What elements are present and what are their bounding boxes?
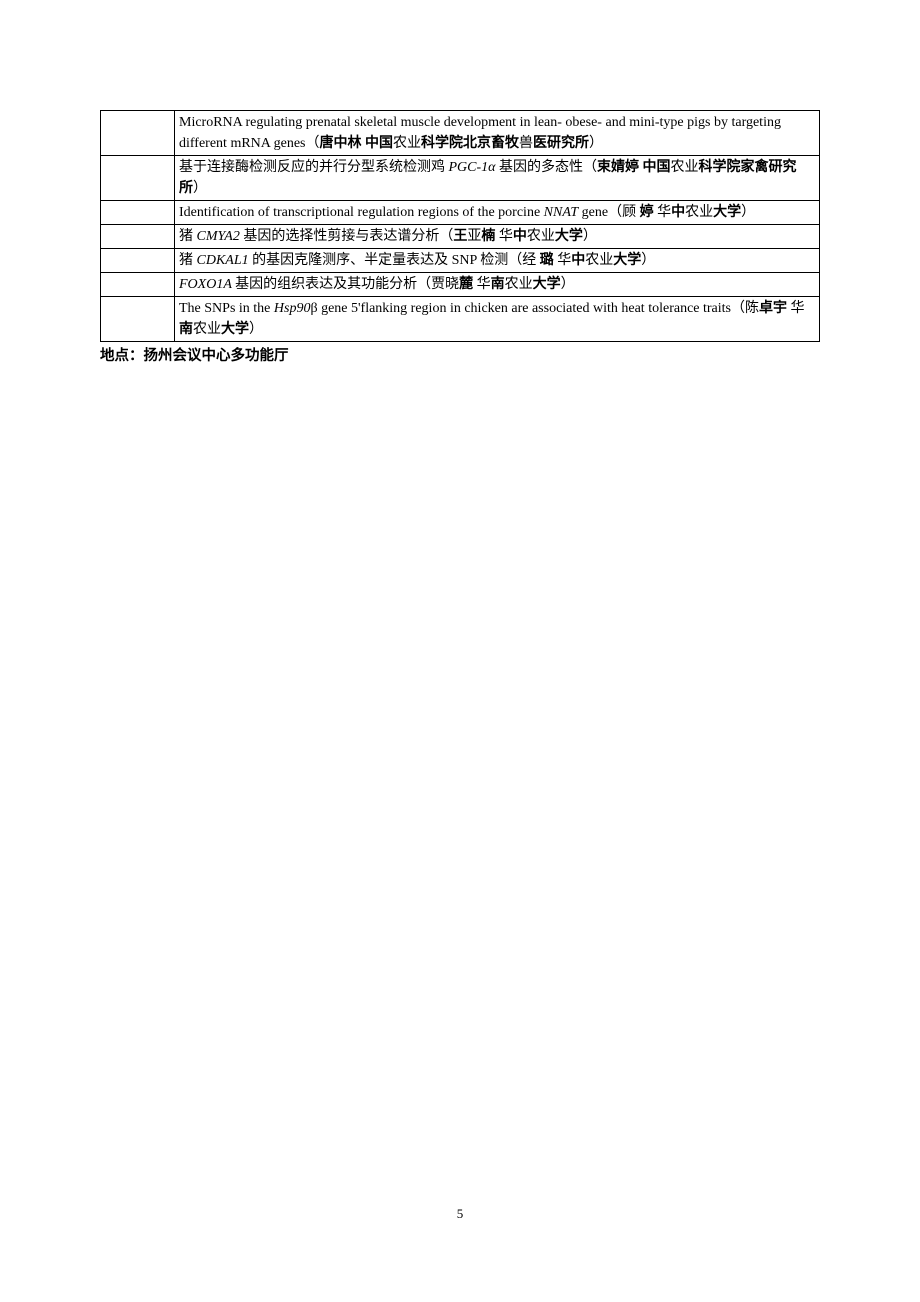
table-row: 猪 CMYA2 基因的选择性剪接与表达谱分析（王亚楠 华中农业大学） [101, 225, 820, 249]
text-fragment: 农业 [527, 229, 555, 244]
text-fragment: 婷 [640, 205, 654, 220]
text-fragment: 兽 [519, 136, 533, 151]
table-cell-content: FOXO1A 基因的组织表达及其功能分析（贾晓麓 华南农业大学） [175, 273, 820, 297]
table-row: 猪 CDKAL1 的基因克隆测序、半定量表达及 SNP 检测（经 璐 华中农业大… [101, 249, 820, 273]
text-fragment: 亚 [467, 229, 481, 244]
table-row: Identification of transcriptional regula… [101, 201, 820, 225]
text-fragment: 中 [571, 253, 585, 268]
text-fragment: 猪 [179, 229, 197, 244]
table-cell-content: 猪 CMYA2 基因的选择性剪接与表达谱分析（王亚楠 华中农业大学） [175, 225, 820, 249]
table-cell-content: Identification of transcriptional regula… [175, 201, 820, 225]
text-fragment: 大学 [613, 253, 641, 268]
page-number: 5 [457, 1206, 464, 1222]
table-cell-content: 猪 CDKAL1 的基因克隆测序、半定量表达及 SNP 检测（经 璐 华中农业大… [175, 249, 820, 273]
schedule-table: MicroRNA regulating prenatal skeletal mu… [100, 110, 820, 342]
text-fragment: ） [589, 136, 603, 151]
text-fragment: 大学 [533, 277, 561, 292]
table-cell-left [101, 297, 175, 342]
text-fragment: The SNPs in the [179, 301, 274, 316]
text-fragment: ） [583, 229, 597, 244]
text-fragment: 农业 [671, 160, 699, 175]
text-fragment: 中 [671, 205, 685, 220]
text-fragment: 南 [179, 322, 193, 337]
text-fragment: 的基因克隆测序、半定量表达及 SNP 检测（经 [252, 253, 540, 268]
text-fragment: NNAT [544, 205, 579, 220]
text-fragment: 华 [495, 229, 513, 244]
text-fragment: 璐 [540, 253, 554, 268]
text-fragment: Hsp90 [274, 301, 311, 316]
text-fragment: 卓宇 [759, 301, 787, 316]
text-fragment: 华 [473, 277, 491, 292]
table-cell-left [101, 201, 175, 225]
text-fragment: 基于连接酶检测反应的并行分型系统检测鸡 [179, 160, 449, 175]
table-cell-content: 基于连接酶检测反应的并行分型系统检测鸡 PGC-1α 基因的多态性（束婧婷 中国… [175, 156, 820, 201]
table-cell-content: The SNPs in the Hsp90β gene 5'flanking r… [175, 297, 820, 342]
text-fragment: 楠 [481, 229, 495, 244]
text-fragment: 华 [554, 253, 572, 268]
text-fragment: PGC-1α [449, 160, 496, 175]
table-cell-left [101, 156, 175, 201]
text-fragment: 王 [453, 229, 467, 244]
text-fragment: 农业 [393, 136, 421, 151]
text-fragment: ） [641, 253, 655, 268]
table-cell-content: MicroRNA regulating prenatal skeletal mu… [175, 111, 820, 156]
text-fragment: ） [561, 277, 575, 292]
table-row: 基于连接酶检测反应的并行分型系统检测鸡 PGC-1α 基因的多态性（束婧婷 中国… [101, 156, 820, 201]
text-fragment: β gene 5'flanking region in chicken are … [310, 301, 759, 316]
table-cell-left [101, 225, 175, 249]
table-row: MicroRNA regulating prenatal skeletal mu… [101, 111, 820, 156]
text-fragment: 唐中林 中国 [320, 136, 394, 151]
table-row: FOXO1A 基因的组织表达及其功能分析（贾晓麓 华南农业大学） [101, 273, 820, 297]
text-fragment: 基因的多态性（ [496, 160, 598, 175]
text-fragment: ） [741, 205, 755, 220]
text-fragment: 农业 [505, 277, 533, 292]
text-fragment: 华 [787, 301, 805, 316]
text-fragment: 大学 [713, 205, 741, 220]
text-fragment: 麓 [459, 277, 473, 292]
table-cell-left [101, 249, 175, 273]
text-fragment: Identification of transcriptional regula… [179, 205, 544, 220]
text-fragment: 华 [654, 205, 672, 220]
text-fragment: 大学 [221, 322, 249, 337]
text-fragment: 科学院北京畜牧 [421, 136, 519, 151]
text-fragment: 中 [513, 229, 527, 244]
text-fragment: gene（顾 [578, 205, 639, 220]
table-cell-left [101, 111, 175, 156]
text-fragment: ） [193, 181, 207, 196]
text-fragment: ） [249, 322, 263, 337]
text-fragment: CMYA2 [197, 229, 244, 244]
text-fragment: FOXO1A [179, 277, 235, 292]
location-label: 地点：扬州会议中心多功能厅 [100, 344, 820, 365]
table-cell-left [101, 273, 175, 297]
text-fragment: 农业 [193, 322, 221, 337]
text-fragment: 束婧婷 中国 [597, 160, 671, 175]
text-fragment: 基因的选择性剪接与表达谱分析（ [243, 229, 453, 244]
text-fragment: 大学 [555, 229, 583, 244]
text-fragment: 猪 [179, 253, 197, 268]
text-fragment: 医研究所 [533, 136, 589, 151]
text-fragment: 南 [491, 277, 505, 292]
text-fragment: 基因的组织表达及其功能分析（贾晓 [235, 277, 459, 292]
text-fragment: 农业 [685, 205, 713, 220]
table-row: The SNPs in the Hsp90β gene 5'flanking r… [101, 297, 820, 342]
text-fragment: 农业 [585, 253, 613, 268]
text-fragment: CDKAL1 [197, 253, 253, 268]
